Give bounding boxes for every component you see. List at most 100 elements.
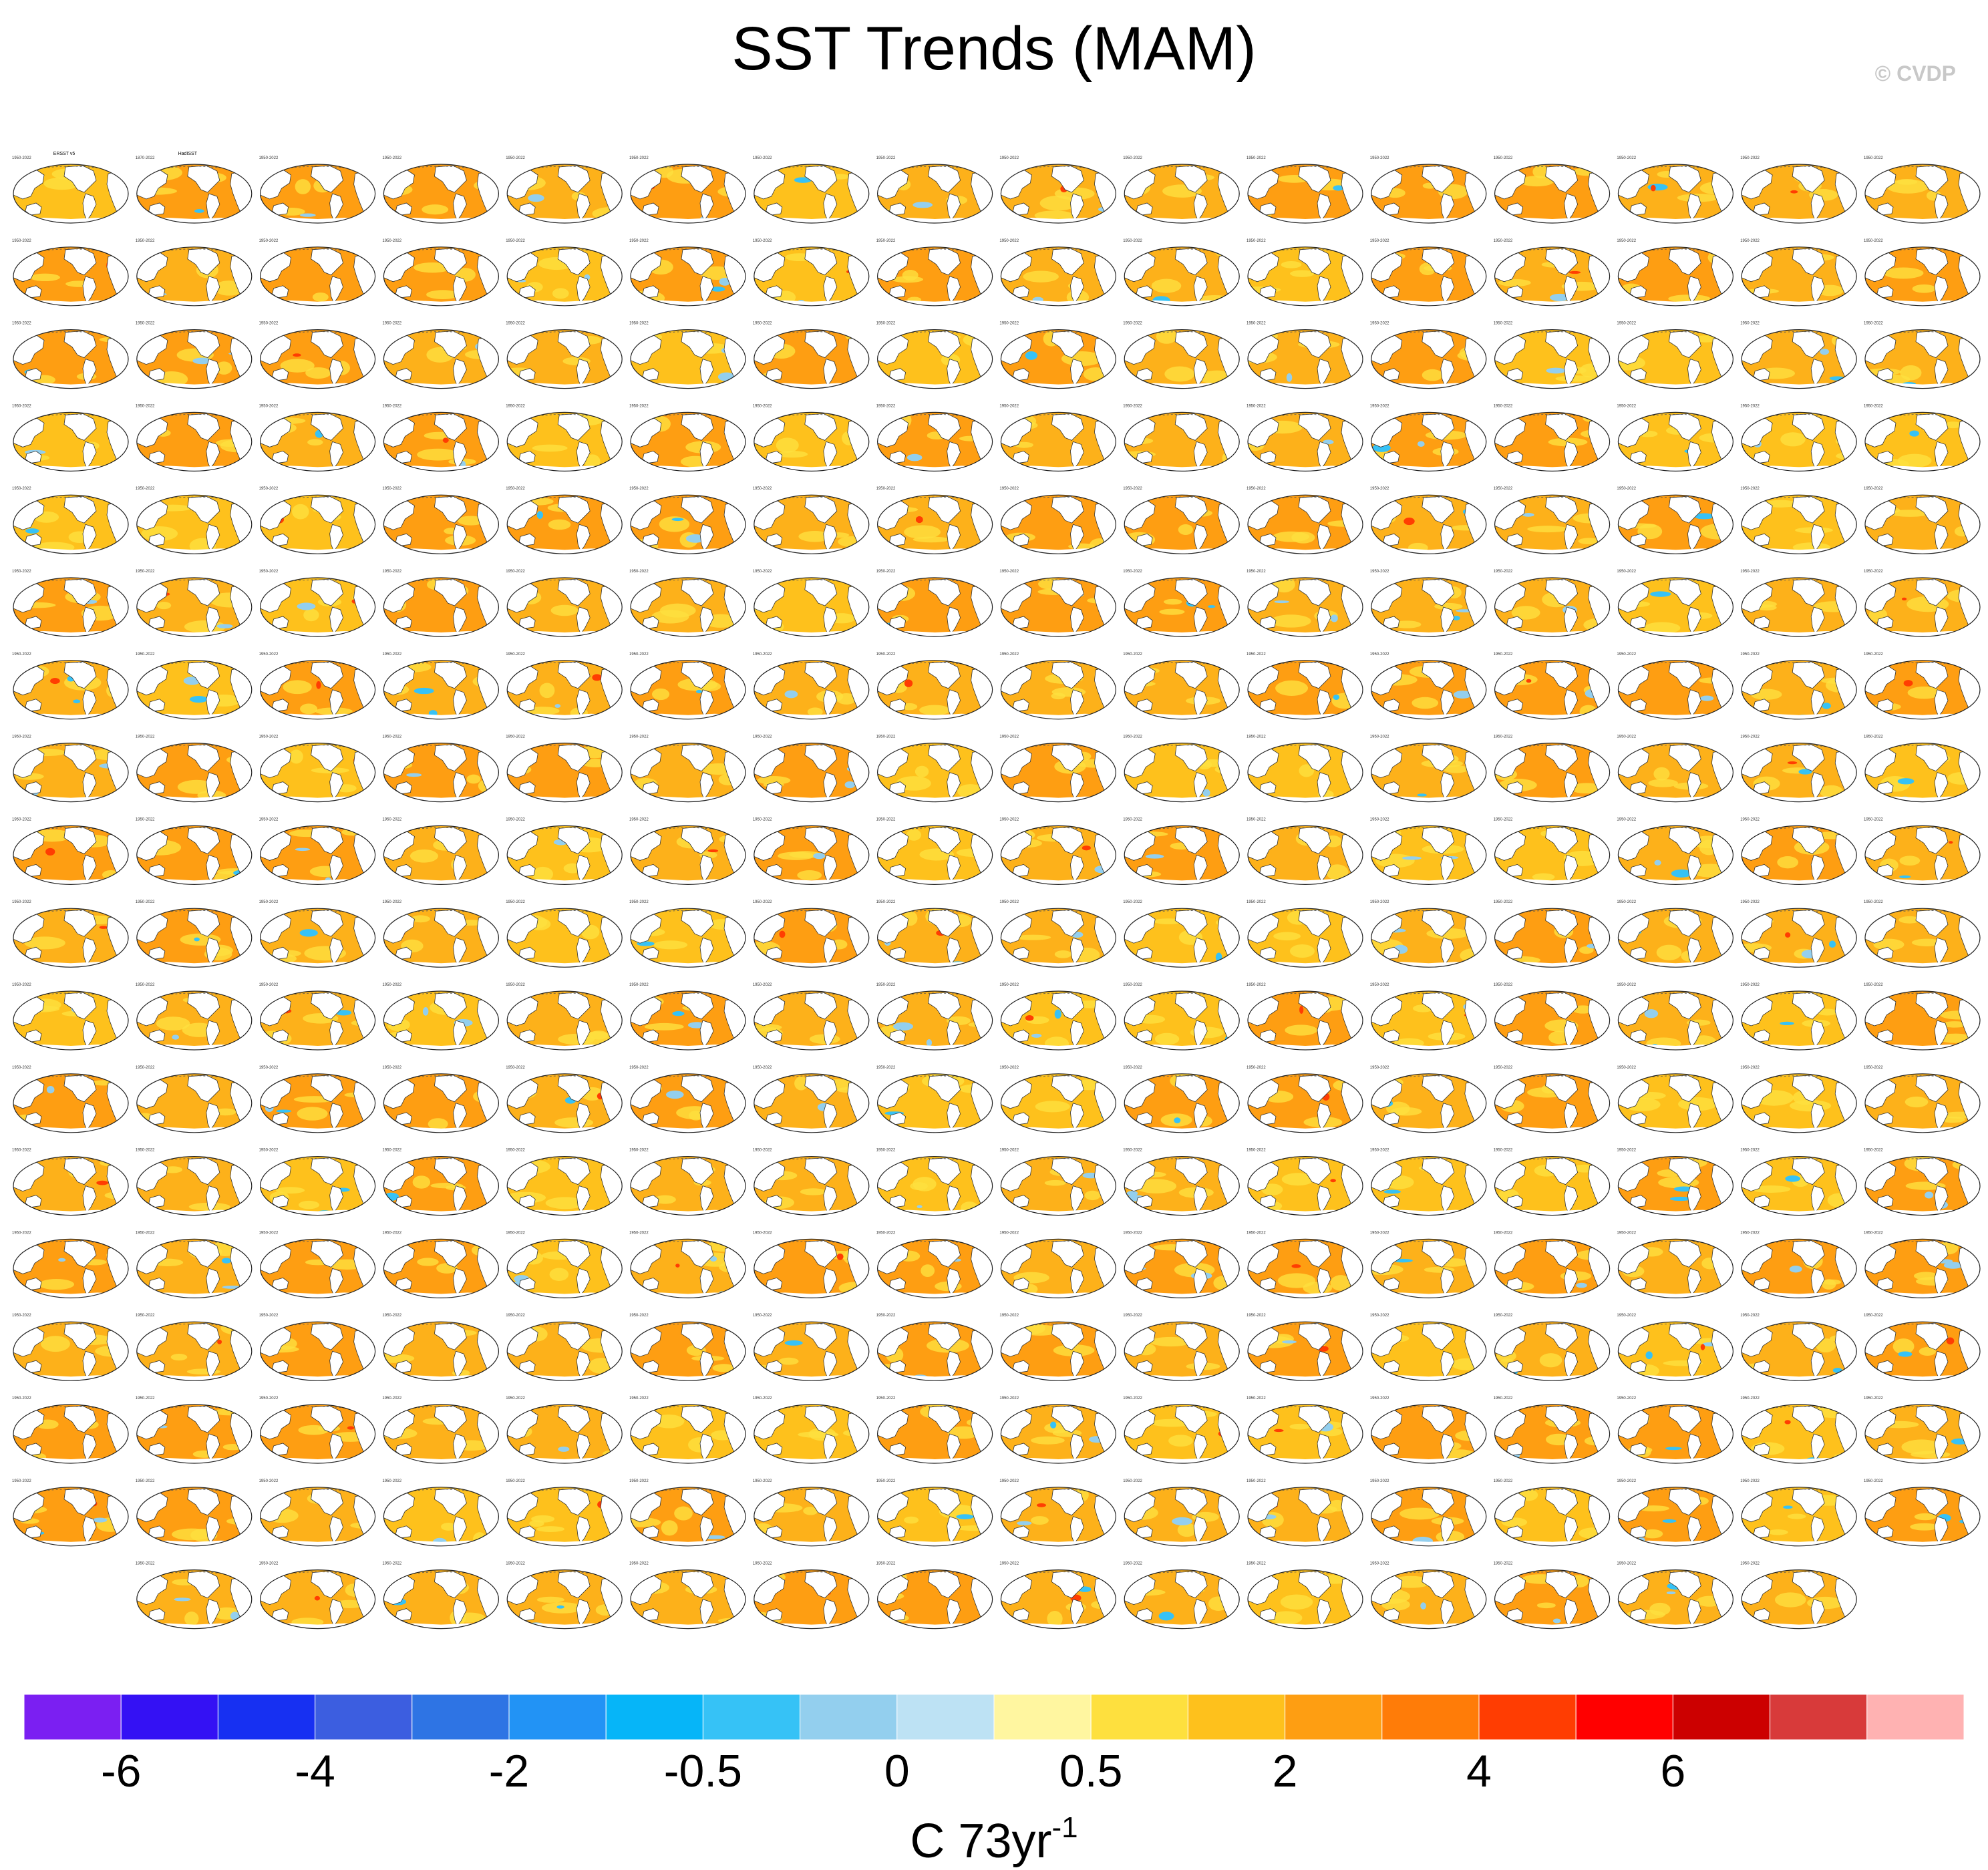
cvdp-credit: © CVDP [1874, 61, 1956, 85]
trend-map-panel: 1950-2022 [1740, 239, 1857, 307]
panel-period-label: 1950-2022 [1864, 1314, 1883, 1318]
panel-period-label: 1950-2022 [1494, 1396, 1513, 1400]
trend-map-panel: 1950-2022 [136, 1562, 253, 1630]
panel-period-label: 1950-2022 [876, 1314, 896, 1318]
trend-map-panel: 1950-2022 [382, 1562, 500, 1630]
trend-map-panel: 1950-2022 [1864, 735, 1981, 803]
panel-period-label: 1950-2022 [1617, 1396, 1636, 1400]
trend-map-panel: 1950-2022 [506, 570, 623, 637]
trend-map-panel: 1950-2022 [1370, 817, 1487, 886]
panel-period-label: 1950-2022 [1370, 1396, 1389, 1400]
panel-period-label: 1950-2022 [1740, 1562, 1760, 1566]
panel-period-label: 1950-2022 [1740, 1231, 1760, 1235]
panel-period-label: 1950-2022 [136, 983, 155, 987]
trend-map-panel: 1950-2022 [629, 1066, 746, 1133]
panel-period-label: 1950-2022 [259, 1066, 279, 1070]
panel-period-label: 1950-2022 [999, 487, 1019, 491]
trend-map-panel: 1950-2022 [1247, 570, 1363, 637]
trend-map-panel: 1950-2022 [12, 239, 129, 307]
panel-period-label: 1950-2022 [1617, 735, 1636, 739]
panel-period-label: 1950-2022 [382, 1149, 401, 1153]
panel-period-label: 1950-2022 [753, 817, 772, 821]
trend-map-panel: 1950-2022 [12, 817, 129, 886]
trend-map-panel: 1950-2022 [876, 487, 993, 554]
trend-map-panel: 1950-2022 [1494, 239, 1611, 307]
panel-period-label: 1950-2022 [753, 570, 772, 574]
trend-map-panel: 1950-2022 [1740, 652, 1857, 720]
trend-map-panel: 1950-2022 [1617, 1396, 1733, 1464]
colorbar-box [605, 1694, 703, 1740]
panel-dataset-label: ERSST v5 [53, 152, 75, 156]
panel-period-label: 1950-2022 [1123, 817, 1142, 821]
panel-period-label: 1950-2022 [1740, 1149, 1760, 1153]
panel-period-label: 1950-2022 [259, 322, 279, 326]
panel-period-label: 1950-2022 [1864, 1479, 1883, 1483]
panel-period-label: 1950-2022 [999, 1396, 1019, 1400]
colorbar-tick-labels: -6 -4 -2 -0.5 0 0.5 2 4 6 [0, 1744, 1988, 1798]
trend-map-panel: 1950-2022 [1494, 1149, 1611, 1216]
panel-period-label: 1950-2022 [12, 322, 31, 326]
trend-map-panel: 1950-2022 [876, 322, 993, 389]
trend-map-panel: 1950-2022 [1123, 239, 1240, 307]
panel-period-label: 1950-2022 [1370, 1314, 1389, 1318]
trend-map-panel: 1950-2022 [1370, 239, 1487, 307]
trend-map-panel: 1950-2022 [753, 1314, 870, 1381]
panel-period-label: 1950-2022 [753, 735, 772, 739]
panel-period-label: 1950-2022 [629, 652, 649, 657]
panel-period-label: 1950-2022 [506, 652, 525, 657]
panel-period-label: 1950-2022 [629, 1066, 649, 1070]
trend-map-panel: 1950-2022 [136, 487, 253, 554]
trend-map-panel: 1950-2022 [876, 1066, 993, 1133]
panel-period-label: 1950-2022 [1247, 1396, 1266, 1400]
panel-period-label: 1950-2022 [1247, 1231, 1266, 1235]
panel-period-label: 1950-2022 [1247, 983, 1266, 987]
colorbar-tick-label: 0 [884, 1746, 910, 1797]
panel-period-label: 1950-2022 [1740, 239, 1760, 243]
trend-map-panel: 1950-2022 [1123, 570, 1240, 637]
panel-period-label: 1950-2022 [1370, 1066, 1389, 1070]
panel-period-label: 1950-2022 [1740, 652, 1760, 657]
trend-map-panel: 1950-2022 [136, 1314, 253, 1381]
panel-period-label: 1950-2022 [999, 1149, 1019, 1153]
trend-map-panel: 1950-2022 [1370, 404, 1487, 472]
trend-map-panel: 1950-2022 [1123, 1149, 1240, 1216]
trend-map-panel: 1950-2022 [12, 570, 129, 637]
trend-map-panel: 1950-2022 [1494, 817, 1611, 886]
trend-map-panel: 1950-2022 [1617, 156, 1733, 224]
panel-period-label: 1950-2022 [12, 983, 31, 987]
panel-period-label: 1950-2022 [1247, 1314, 1266, 1318]
panel-period-label: 1950-2022 [1370, 1562, 1389, 1566]
panel-period-label: 1950-2022 [1247, 1562, 1266, 1566]
trend-map-panel: 1950-2022 [753, 900, 870, 968]
trend-map-panel: 1950-2022 [1247, 1314, 1363, 1381]
panel-period-label: 1950-2022 [259, 1314, 279, 1318]
colorbar-box [800, 1694, 898, 1740]
trend-map-panel: 1950-2022 [629, 1314, 746, 1381]
panel-period-label: 1950-2022 [136, 652, 155, 657]
trend-map-panel: 1950-2022 [1494, 156, 1611, 224]
panel-period-label: 1950-2022 [1864, 817, 1883, 821]
trend-map-panel: 1950-2022 [12, 1479, 129, 1547]
panel-period-label: 1950-2022 [12, 570, 31, 574]
trend-map-panel: 1950-2022 [629, 817, 746, 886]
trend-map-panel: 1950-2022 [1617, 735, 1733, 803]
trend-map-panel: 1950-2022 [876, 1231, 993, 1299]
panel-period-label: 1950-2022 [506, 239, 525, 243]
panel-period-label: 1950-2022 [1247, 322, 1266, 326]
panel-period-label: 1950-2022 [999, 817, 1019, 821]
trend-map-panel: 1950-2022 [1740, 1562, 1857, 1630]
panel-period-label: 1950-2022 [12, 900, 31, 904]
panel-period-label: 1950-2022 [1617, 817, 1636, 821]
trend-map-panel: 1950-2022 [136, 322, 253, 389]
panel-period-label: 1950-2022 [1617, 1314, 1636, 1318]
trend-map-panel: 1950-2022 [753, 570, 870, 637]
trend-map-panel: 1950-2022 [506, 652, 623, 720]
trend-map-panel: 1950-2022 [506, 487, 623, 554]
trend-map-panel: 1950-2022 [1617, 817, 1733, 886]
trend-map-panel: 1950-2022 [259, 487, 376, 554]
trend-map-panel: 1950-2022 [629, 322, 746, 389]
trend-map-panel: 1950-2022 [1864, 487, 1981, 554]
trend-map-panel: 1950-2022 [1123, 487, 1240, 554]
panel-period-label: 1950-2022 [1123, 570, 1142, 574]
panel-period-label: 1950-2022 [382, 570, 401, 574]
